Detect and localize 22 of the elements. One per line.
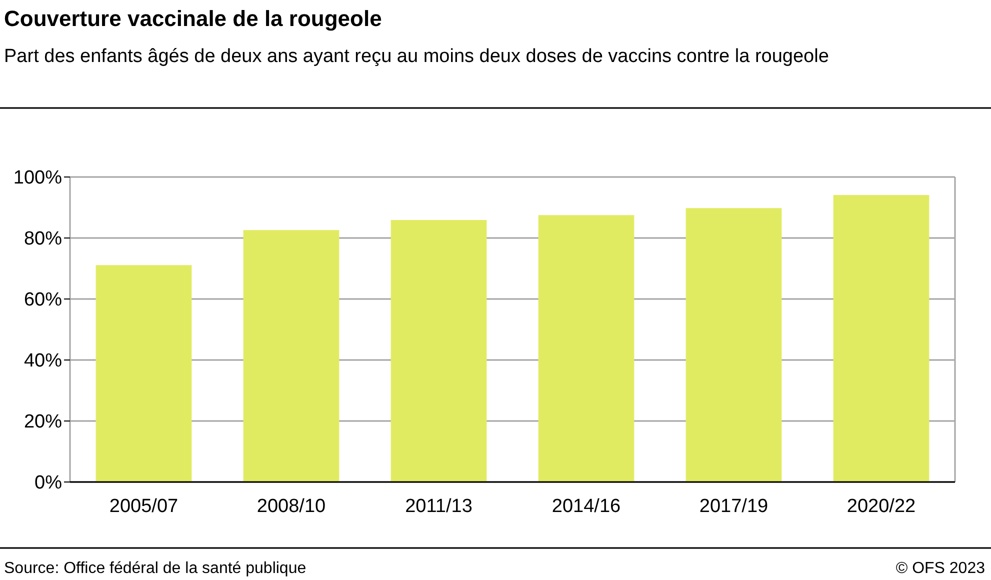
y-tick-label: 80% [24,228,62,250]
x-tick-label: 2020/22 [846,496,916,517]
bar [686,208,782,482]
x-tick-label: 2017/19 [699,496,768,517]
x-tick-label: 2014/16 [552,496,621,517]
x-tick-label: 2005/07 [109,496,178,517]
bar [96,265,192,482]
source-note: Source: Office fédéral de la santé publique [4,560,306,577]
x-tick-label: 2008/10 [256,496,326,517]
y-tick-label: 20% [24,412,62,433]
y-tick-label: 0% [34,472,62,494]
text: © OFS 2023 [896,560,986,577]
bar [833,194,930,482]
bar [538,215,634,482]
y-tick-label: 60% [24,290,62,311]
x-tick-label: 2011/13 [405,496,472,517]
y-tick-label: 100% [13,168,62,189]
bar [390,220,487,482]
bar [243,230,340,482]
y-tick-label: 40% [24,350,62,372]
chart-subtitle: Part des enfants âgés de deux ans ayant reçu au moins deux doses de vaccins contre la rougeole [4,46,829,67]
chart-title: Couverture vaccinale de la rougeole [4,6,382,31]
